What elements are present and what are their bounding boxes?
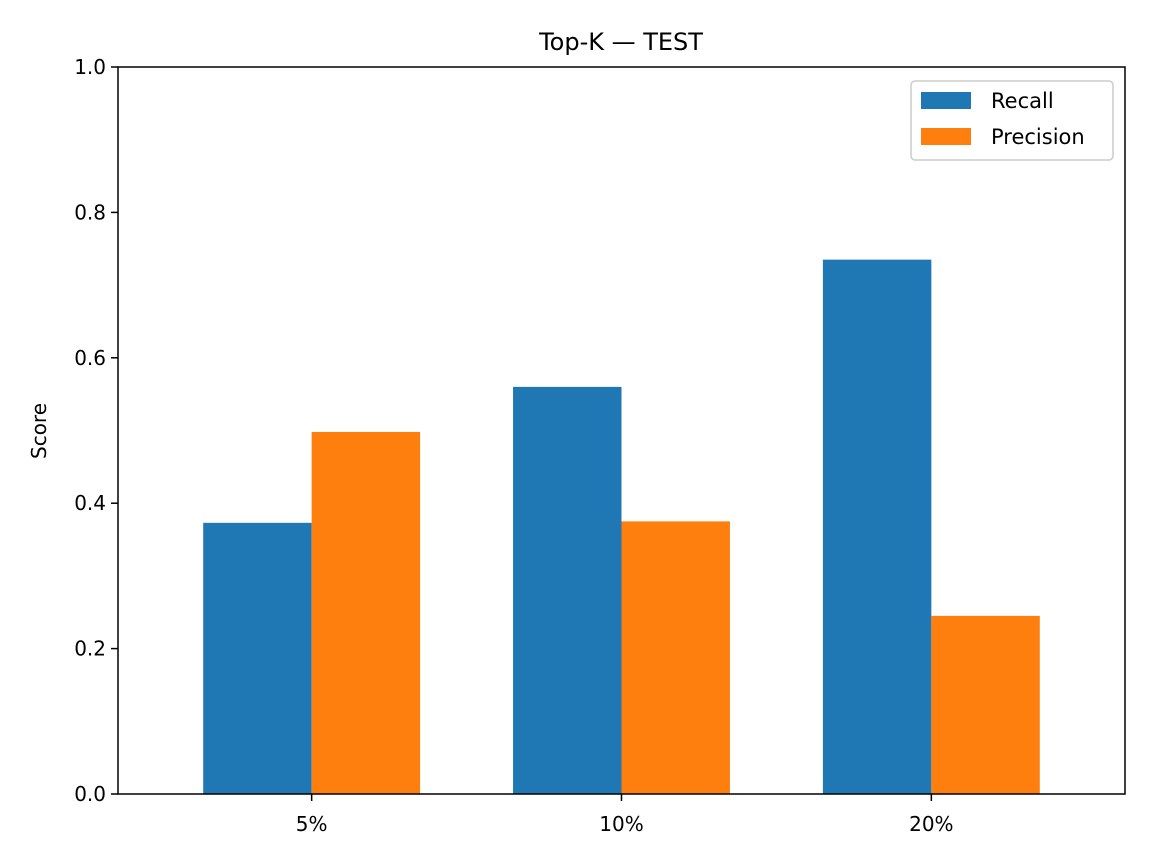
y-tick-label: 0.2 bbox=[74, 637, 106, 661]
bar-recall-5% bbox=[203, 522, 312, 794]
legend-label-precision: Precision bbox=[991, 125, 1085, 149]
y-axis-ticks: 0.0 0.2 0.4 0.6 0.8 1.0 bbox=[74, 55, 118, 806]
legend-swatch-recall bbox=[921, 92, 971, 109]
bar-precision-20% bbox=[931, 615, 1040, 794]
y-tick-label: 0.8 bbox=[74, 200, 106, 224]
legend-swatch-precision bbox=[921, 128, 971, 145]
chart-title: Top-K — TEST bbox=[538, 28, 703, 56]
y-tick-label: 0.0 bbox=[74, 782, 106, 806]
bar-recall-10% bbox=[513, 386, 622, 794]
y-tick-label: 0.4 bbox=[74, 491, 106, 515]
legend: Recall Precision bbox=[910, 80, 1114, 161]
bar-precision-10% bbox=[621, 521, 730, 794]
x-axis-ticks: 5% 10% 20% bbox=[296, 794, 954, 836]
x-tick-label: 5% bbox=[296, 812, 328, 836]
y-tick-label: 0.6 bbox=[74, 346, 106, 370]
bar-precision-5% bbox=[311, 431, 421, 794]
y-axis-label: Score bbox=[27, 403, 51, 459]
x-tick-label: 10% bbox=[599, 812, 643, 836]
bar-recall-20% bbox=[822, 259, 932, 794]
y-tick-label: 1.0 bbox=[74, 55, 106, 79]
legend-label-recall: Recall bbox=[991, 89, 1054, 113]
bars-group bbox=[203, 259, 1040, 794]
x-tick-label: 20% bbox=[909, 812, 953, 836]
